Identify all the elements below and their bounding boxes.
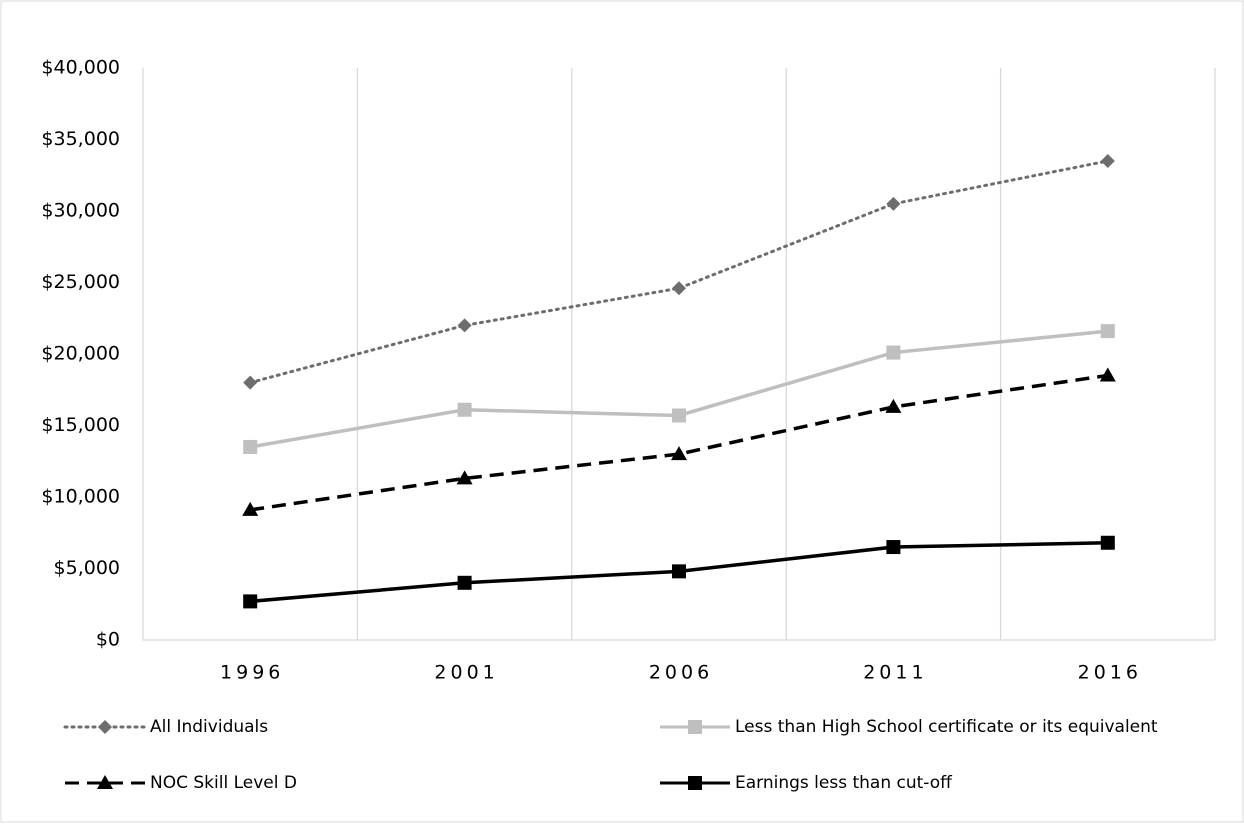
marker <box>672 408 686 423</box>
marker <box>243 594 258 609</box>
x-tick-label: 2001 <box>434 662 498 684</box>
marker <box>671 446 687 461</box>
y-tick-label: $5,000 <box>54 557 120 579</box>
marker <box>672 281 686 296</box>
marker <box>1100 153 1115 168</box>
marker <box>885 398 902 413</box>
y-tick-label: $15,000 <box>41 414 120 436</box>
marker <box>457 575 472 590</box>
legend-marker <box>688 720 702 734</box>
legend-marker <box>98 720 112 734</box>
legend-marker <box>97 775 113 789</box>
y-tick-label: $10,000 <box>41 486 120 508</box>
y-tick-label: $30,000 <box>41 200 120 222</box>
legend-label: Less than High School certificate or its… <box>735 717 1158 737</box>
y-tick-label: $20,000 <box>41 343 120 365</box>
y-tick-label: $0 <box>96 629 120 651</box>
marker <box>456 470 473 485</box>
x-tick-label: 2011 <box>863 662 927 684</box>
x-tick-label: 1996 <box>220 662 284 684</box>
marker <box>457 402 472 417</box>
legend-label: All Individuals <box>150 717 268 737</box>
marker <box>1100 324 1115 339</box>
marker <box>1100 535 1115 550</box>
y-tick-label: $35,000 <box>41 128 120 150</box>
marker <box>457 318 472 333</box>
marker <box>242 501 259 516</box>
marker <box>886 345 901 360</box>
marker <box>672 564 686 579</box>
series-line <box>249 373 1109 512</box>
legend-label: Earnings less than cut-off <box>735 773 953 793</box>
y-tick-label: $40,000 <box>41 57 120 79</box>
marker <box>1099 367 1116 382</box>
legend-marker <box>688 776 702 790</box>
series-line <box>248 159 1110 385</box>
legend-label: NOC Skill Level D <box>150 773 297 793</box>
x-tick-label: 2016 <box>1078 662 1142 684</box>
y-tick-label: $25,000 <box>41 271 120 293</box>
marker <box>243 439 258 454</box>
marker <box>886 540 901 555</box>
marker <box>886 196 901 211</box>
x-tick-label: 2006 <box>649 662 713 684</box>
marker <box>243 375 258 390</box>
